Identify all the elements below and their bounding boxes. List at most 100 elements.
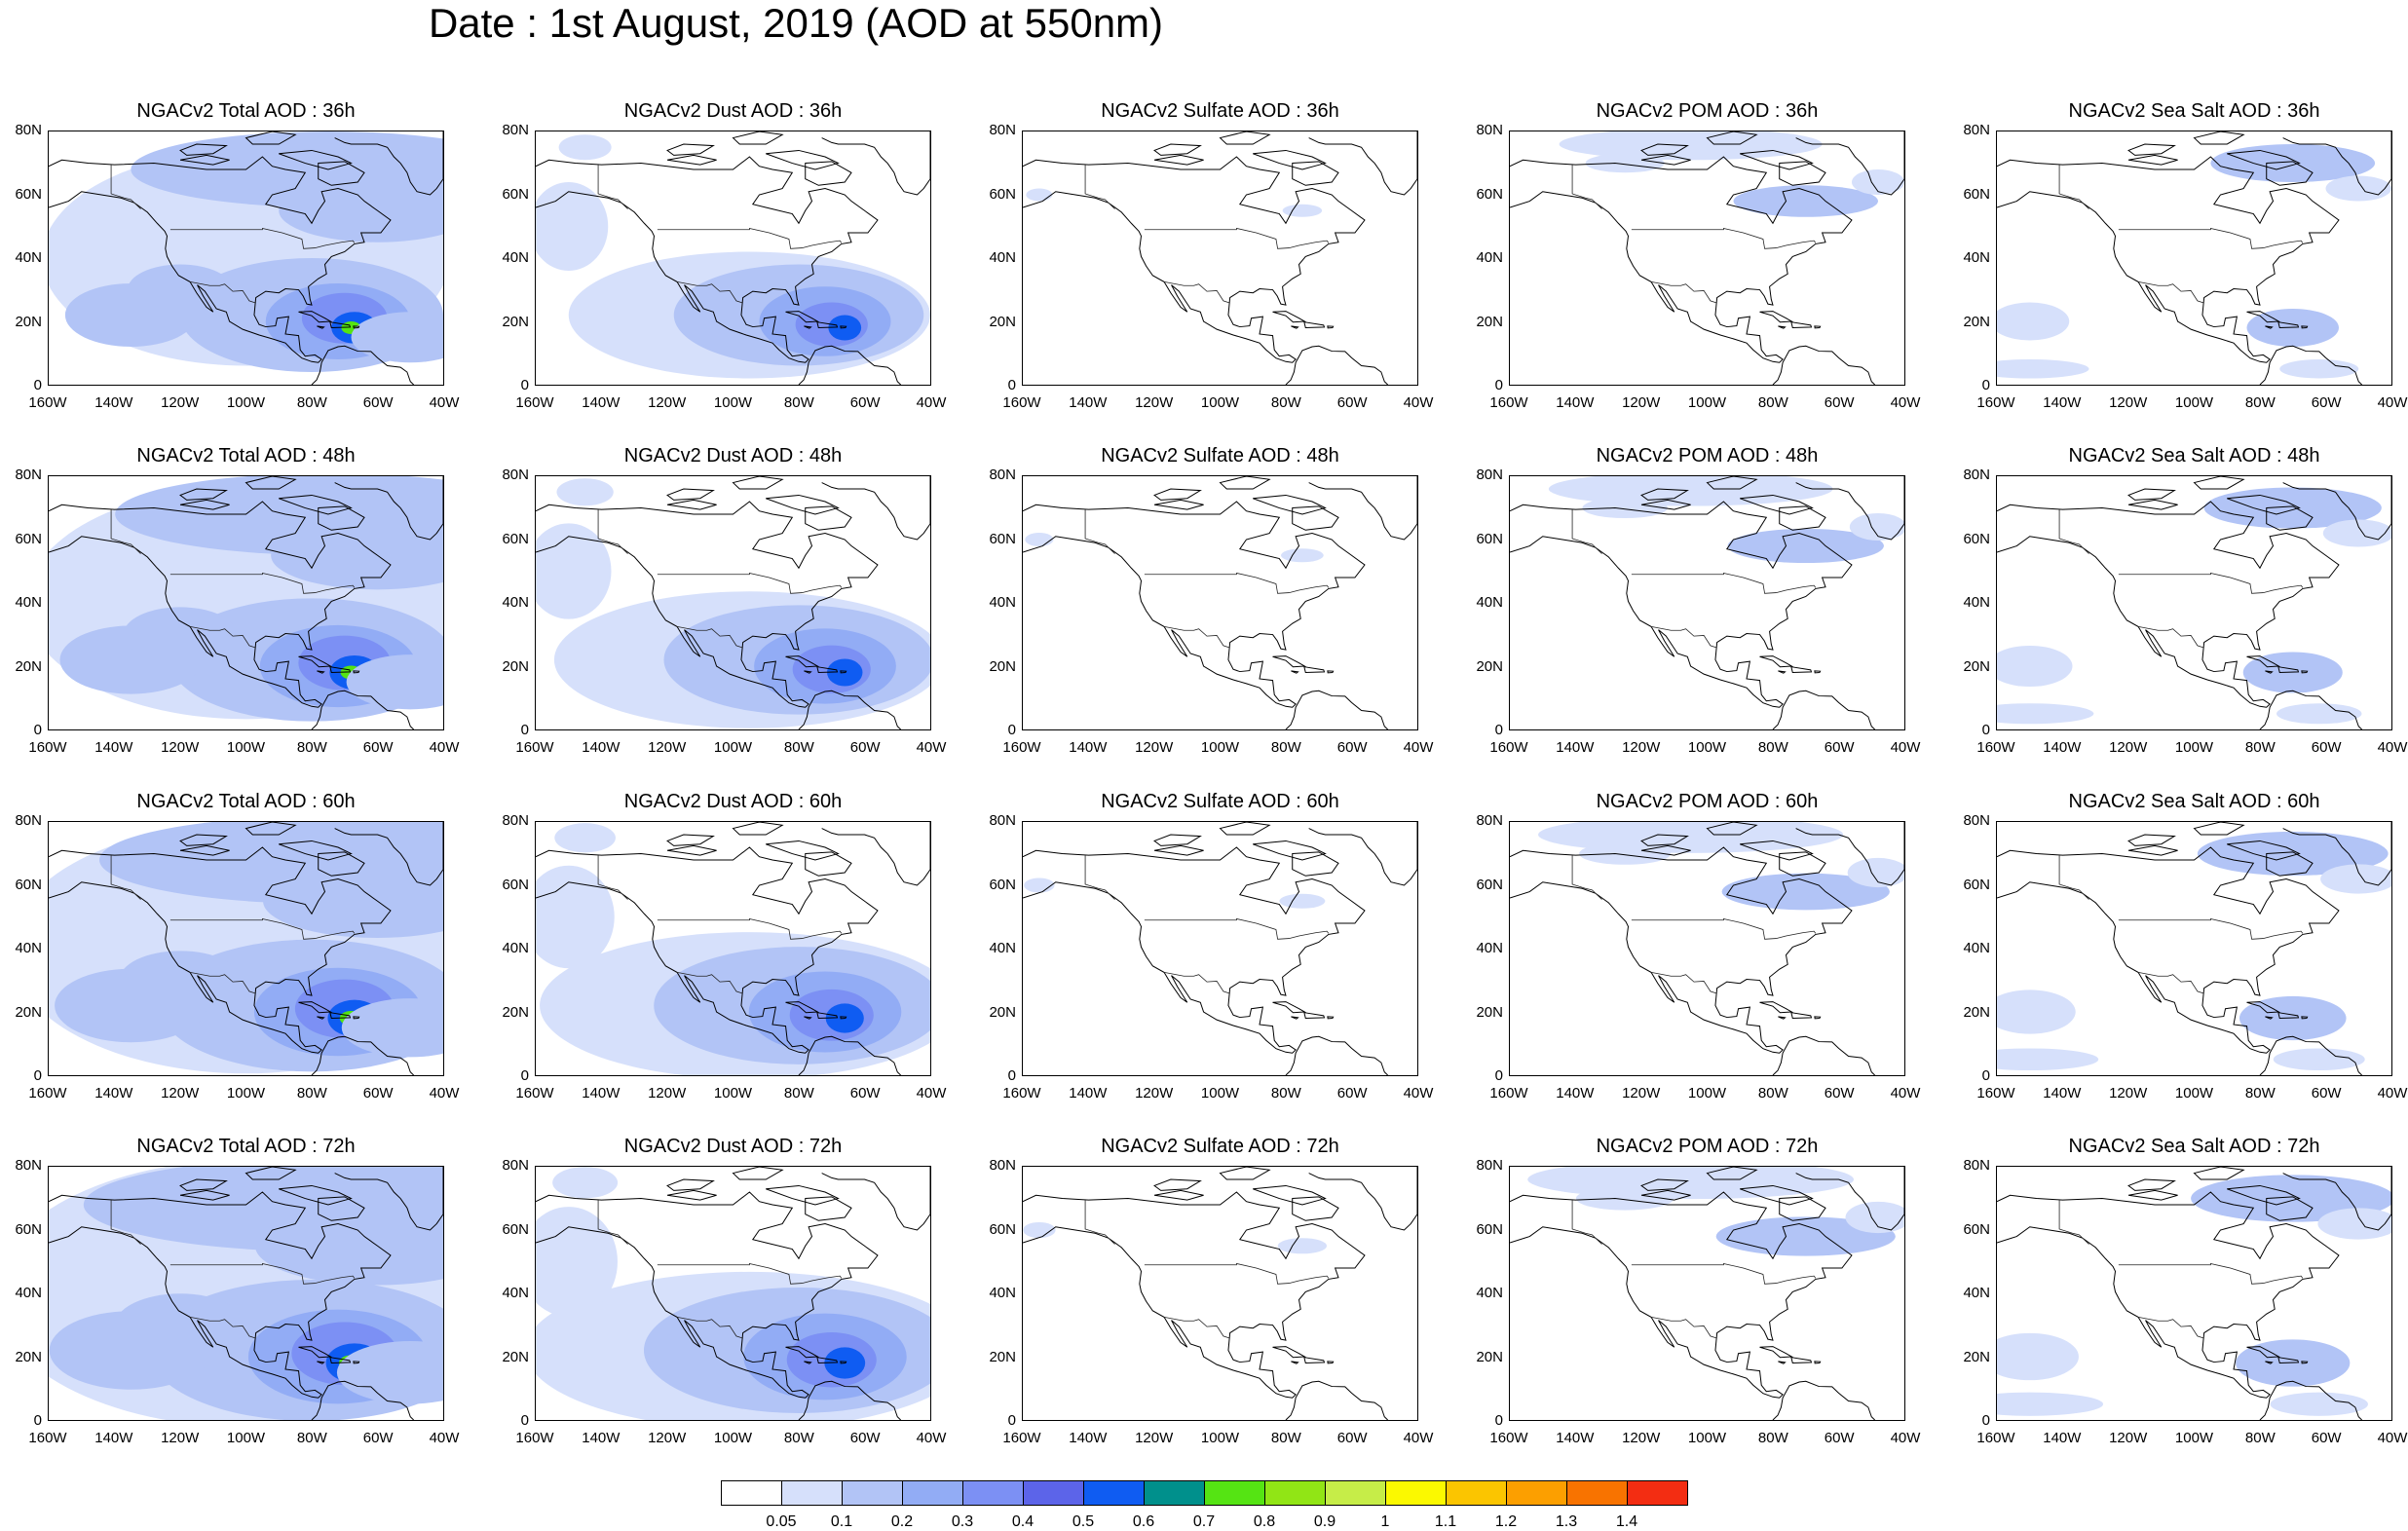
lat-tick-label: 60N — [15, 876, 42, 893]
coastline-island — [1814, 1361, 1822, 1364]
map-canvas — [1510, 822, 1904, 1075]
aod-region — [1847, 857, 1904, 888]
borders — [1084, 1200, 1330, 1339]
country-border — [1084, 1200, 1115, 1245]
legend-label: 0.5 — [1072, 1513, 1095, 1530]
lon-tick-label: 160W — [515, 1085, 554, 1102]
map-panel-dust-row2: NGACv2 Dust AOD : 48h 80N 60N 40N 20N 0 160W 14… — [502, 445, 946, 756]
coastline-island — [1303, 1012, 1326, 1020]
aod-region — [536, 1207, 618, 1317]
coastlines — [1997, 476, 2391, 729]
lat-tick-label: 80N — [989, 1157, 1016, 1174]
coastline-island — [1790, 666, 1813, 674]
aod-shading — [49, 131, 443, 372]
coastline-island — [1153, 488, 1202, 501]
map-frame — [1996, 475, 2392, 730]
lon-tick-label: 160W — [515, 739, 554, 756]
aod-region — [1997, 990, 2076, 1034]
legend-label: 0.9 — [1313, 1513, 1336, 1530]
aod-region — [341, 998, 443, 1058]
panel-title: NGACv2 Total AOD : 60h — [136, 791, 356, 812]
lat-tick-label: 60N — [15, 530, 42, 547]
coastline-north-america — [1510, 156, 1853, 363]
country-border — [2118, 1262, 2304, 1285]
legend-swatch — [1264, 1480, 1326, 1506]
coastline-island — [1790, 1357, 1813, 1364]
country-border — [1144, 227, 1330, 249]
coastline-island — [1814, 670, 1822, 674]
coastline-island — [2277, 321, 2300, 329]
coastline-island — [732, 476, 784, 490]
aod-region — [2317, 1208, 2391, 1240]
lat-tick-label: 20N — [502, 657, 529, 675]
coastline-island — [317, 1361, 325, 1364]
coastline-island — [732, 131, 784, 145]
map-frame — [535, 821, 931, 1076]
country-border — [677, 626, 743, 649]
aod-region — [2273, 1048, 2365, 1071]
country-border — [1651, 281, 1717, 304]
lon-tick-label: 80W — [296, 1085, 327, 1102]
lon-tick-label: 100W — [1687, 739, 1727, 756]
lon-tick-label: 120W — [648, 394, 687, 411]
legend-swatch — [1446, 1480, 1507, 1506]
borders — [1571, 165, 1817, 304]
legend-swatch — [842, 1480, 903, 1506]
lon-tick-label: 120W — [2109, 394, 2148, 411]
lat-tick-label: 60N — [502, 530, 529, 547]
coastline-island — [1814, 325, 1822, 329]
coastline-south-america — [1772, 1380, 1875, 1420]
aod-shading — [1024, 878, 1326, 909]
coastline-island — [1640, 844, 1691, 856]
coastline-island — [1291, 1361, 1299, 1364]
lat-tick-label: 20N — [15, 313, 42, 330]
lat-tick-label: 20N — [1963, 657, 1990, 675]
coastline-island — [318, 505, 365, 531]
map-panel-salt-row1: NGACv2 Sea Salt AOD : 36h 80N 60N 40N 20N 0 16… — [1963, 100, 2407, 411]
lat-tick-label: 80N — [502, 1157, 529, 1174]
coastlines — [1510, 476, 1904, 729]
lon-tick-label: 100W — [713, 1085, 753, 1102]
lon-tick-label: 120W — [2109, 1430, 2148, 1446]
coastline-island — [317, 670, 325, 674]
coastline-south-america — [311, 690, 414, 729]
coastline-north-america — [536, 1191, 879, 1399]
lon-tick-label: 40W — [429, 739, 460, 756]
lon-tick-label: 120W — [1135, 1085, 1174, 1102]
coastlines — [1023, 476, 1417, 729]
country-border — [1571, 509, 1602, 554]
coastline-island — [666, 1178, 715, 1191]
map-canvas — [536, 131, 930, 385]
coastline-island — [318, 851, 365, 877]
country-border — [657, 572, 843, 594]
map-panel-salt-row3: NGACv2 Sea Salt AOD : 60h 80N 60N 40N 20N 0 16… — [1963, 791, 2407, 1102]
aod-region — [1277, 1238, 1327, 1254]
country-border — [169, 227, 356, 249]
lat-tick-label: 0 — [1981, 722, 1990, 738]
coastline-island — [1779, 851, 1826, 877]
lon-tick-label: 140W — [582, 739, 621, 756]
lon-tick-label: 100W — [226, 1085, 266, 1102]
lon-tick-label: 80W — [296, 1430, 327, 1446]
coastline-island — [2127, 154, 2178, 166]
lat-tick-label: 40N — [15, 249, 42, 266]
coastline-island — [766, 1184, 840, 1206]
aod-shading — [1548, 476, 1904, 564]
coastline-island — [318, 1196, 365, 1221]
lon-tick-label: 120W — [1135, 739, 1174, 756]
aod-region — [2270, 1392, 2368, 1416]
country-border — [657, 227, 843, 249]
borders — [1084, 165, 1330, 304]
coastline-island — [2127, 1189, 2178, 1201]
lat-tick-label: 0 — [1494, 1067, 1503, 1084]
coastlines — [1510, 131, 1904, 385]
coastline-island — [329, 666, 352, 674]
coastline-north-america — [536, 501, 879, 708]
lon-tick-label: 100W — [226, 394, 266, 411]
lat-tick-label: 80N — [502, 812, 529, 829]
map-canvas — [1997, 131, 2391, 385]
aod-region — [2325, 175, 2391, 202]
borders — [1571, 855, 1817, 994]
lat-tick-label: 80N — [1963, 122, 1990, 138]
coastline-island — [2127, 844, 2178, 856]
